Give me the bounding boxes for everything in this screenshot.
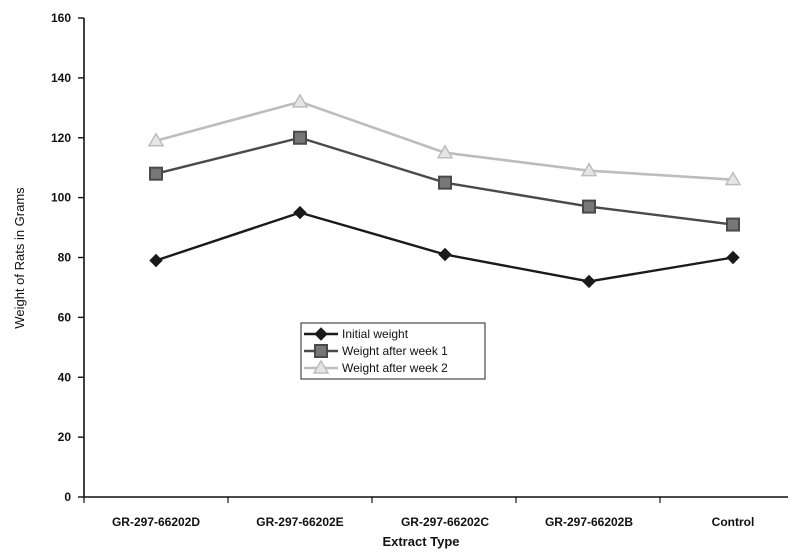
x-tick-label: Control	[712, 515, 755, 529]
x-tick-label: GR-297-66202C	[401, 515, 489, 529]
y-tick-label: 80	[58, 251, 72, 265]
series-layer	[147, 93, 742, 289]
x-ticks: GR-297-66202D GR-297-66202E GR-297-66202C G…	[83, 497, 755, 529]
data-point	[580, 162, 598, 177]
data-point	[438, 175, 452, 190]
data-point	[582, 274, 596, 289]
series-3	[147, 93, 742, 186]
legend-label: Weight after week 2	[342, 361, 448, 375]
data-point	[293, 205, 307, 220]
legend-item: Weight after week 1	[304, 344, 448, 358]
data-point	[724, 171, 742, 186]
legend-marker	[312, 359, 330, 374]
series-line	[155, 100, 734, 181]
x-tick-label: GR-297-66202E	[256, 515, 343, 529]
y-ticks: 0 20 40 60 80 100 120 140 160	[51, 11, 84, 504]
series-1	[149, 205, 740, 289]
legend-label: Initial weight	[342, 327, 409, 341]
y-tick-label: 0	[64, 490, 71, 504]
x-axis-title: Extract Type	[382, 534, 459, 549]
y-tick-label: 60	[58, 310, 72, 324]
series-line	[155, 211, 734, 283]
data-point	[436, 144, 454, 159]
legend-item: Weight after week 2	[304, 359, 448, 375]
legend-label: Weight after week 1	[342, 344, 448, 358]
legend: Initial weight Weight after week 1 Weight …	[300, 322, 486, 380]
data-point	[147, 132, 165, 147]
data-point	[149, 166, 163, 181]
y-tick-label: 160	[51, 11, 71, 25]
x-tick-label: GR-297-66202B	[545, 515, 633, 529]
data-point	[149, 253, 163, 268]
data-point	[293, 130, 307, 145]
y-tick-label: 100	[51, 191, 71, 205]
axes	[83, 18, 788, 498]
y-tick-label: 120	[51, 131, 71, 145]
data-point	[438, 247, 452, 262]
legend-item: Initial weight	[304, 327, 409, 341]
y-axis-title: Weight of Rats in Grams	[12, 187, 27, 329]
y-tick-label: 140	[51, 71, 71, 85]
series-2	[149, 130, 740, 232]
y-tick-label: 40	[58, 370, 72, 384]
data-point	[726, 217, 740, 232]
y-tick-label: 20	[58, 430, 72, 444]
data-point	[291, 93, 309, 108]
data-point	[726, 250, 740, 265]
legend-marker	[314, 327, 328, 341]
legend-marker	[314, 344, 328, 358]
data-point	[582, 199, 596, 214]
x-tick-label: GR-297-66202D	[112, 515, 200, 529]
